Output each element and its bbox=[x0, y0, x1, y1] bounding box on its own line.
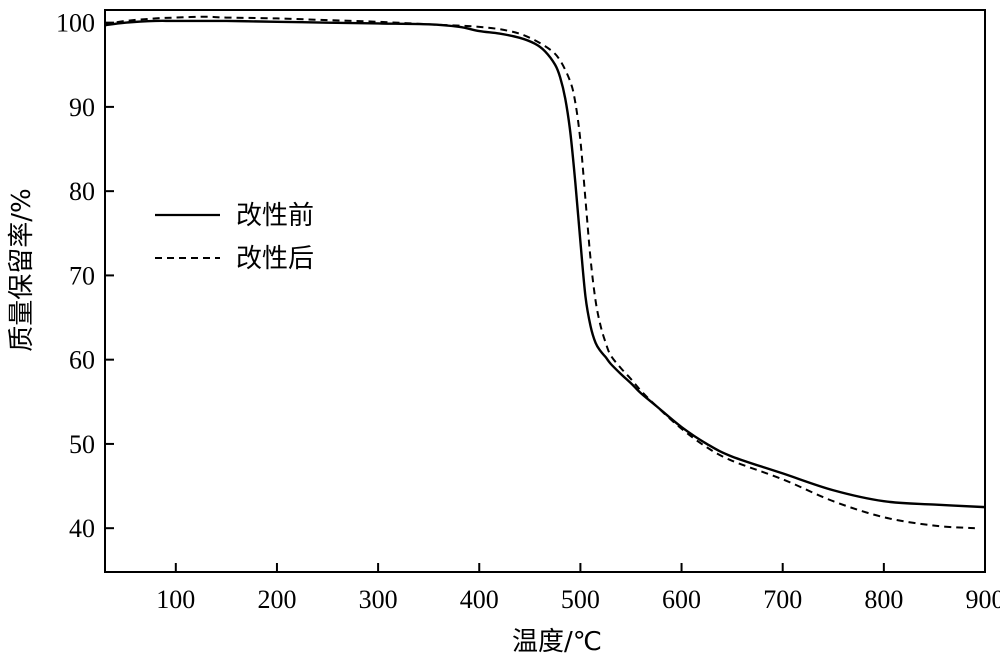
series-line-before bbox=[104, 19, 986, 509]
y-tick-label: 50 bbox=[69, 430, 95, 459]
y-tick-label: 40 bbox=[69, 514, 95, 543]
series-layer bbox=[104, 15, 986, 530]
legend-label-before: 改性前 bbox=[236, 201, 314, 231]
y-tick-label: 100 bbox=[56, 9, 95, 38]
x-axis-ticks: 100 200 300 400 500 600 700 800 900 bbox=[156, 563, 1000, 614]
x-axis-title: 温度/℃ bbox=[512, 627, 602, 657]
series-line-after bbox=[104, 15, 975, 530]
y-tick-label: 90 bbox=[69, 93, 95, 122]
x-tick-label: 100 bbox=[156, 585, 195, 614]
plot-frame bbox=[104, 9, 986, 573]
x-tick-label: 900 bbox=[966, 585, 1000, 614]
x-tick-label: 400 bbox=[460, 585, 499, 614]
x-tick-label: 600 bbox=[662, 585, 701, 614]
y-axis-ticks: 40 50 60 70 80 90 100 bbox=[56, 9, 114, 543]
x-tick-label: 800 bbox=[864, 585, 903, 614]
plot-area bbox=[104, 9, 986, 573]
y-tick-label: 60 bbox=[69, 346, 95, 375]
legend-label-after: 改性后 bbox=[236, 244, 314, 274]
legend: 改性前 改性后 bbox=[155, 201, 314, 274]
x-tick-label: 200 bbox=[257, 585, 296, 614]
x-tick-label: 300 bbox=[359, 585, 398, 614]
x-tick-label: 500 bbox=[561, 585, 600, 614]
y-tick-label: 70 bbox=[69, 261, 95, 290]
y-tick-label: 80 bbox=[69, 177, 95, 206]
x-tick-label: 700 bbox=[763, 585, 802, 614]
y-axis-title: 质量保留率/% bbox=[7, 188, 37, 351]
